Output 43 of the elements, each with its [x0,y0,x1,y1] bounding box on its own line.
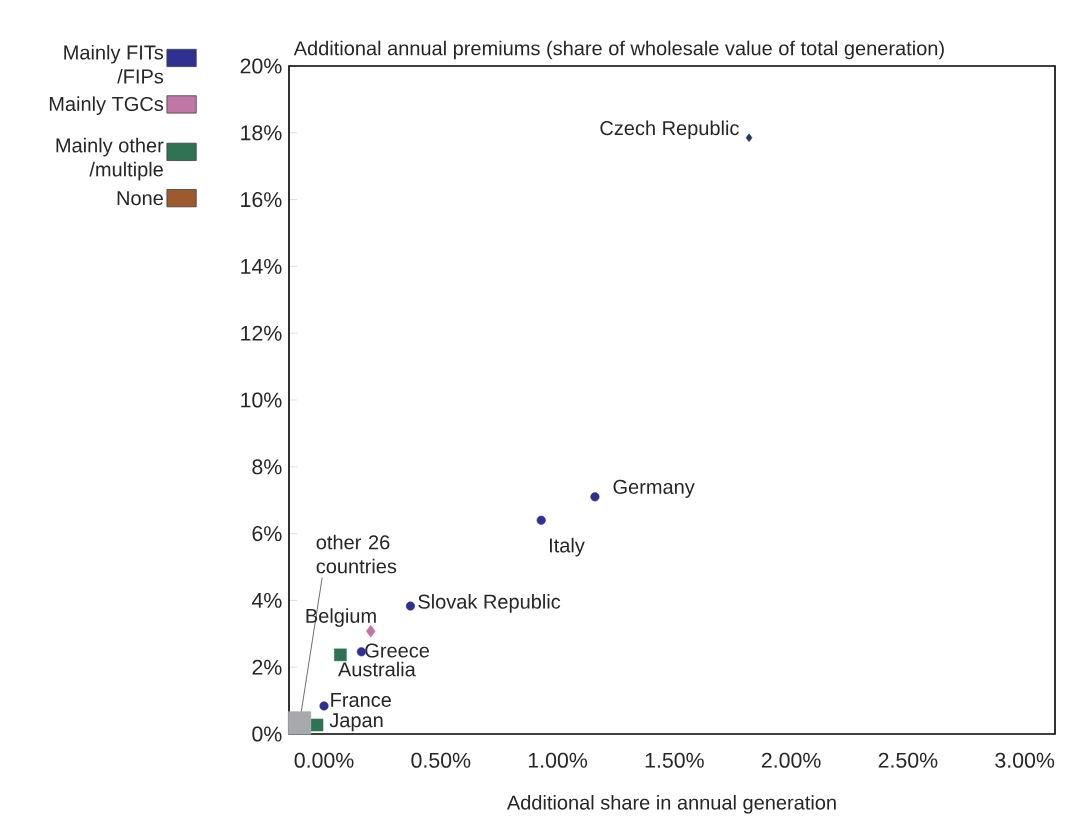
point [319,701,329,711]
point [405,601,415,611]
y-tick-label: 14% [241,258,282,274]
x-tick-label: 3.00% [995,752,1055,768]
annotation: Germany [613,479,695,498]
point [745,133,753,143]
x-tick-label: 2.50% [878,752,938,768]
point [536,515,546,525]
annotation: Belgium [306,608,376,627]
legend-label: None [117,191,163,206]
point [590,492,600,502]
annotation: other 26 countries [316,534,397,574]
y-tick-label: 6% [252,526,282,542]
annotation: Greece [365,643,430,658]
point [310,718,324,732]
legend-label: Mainly other /multiple [56,137,164,181]
annotation: Slovak Republic [418,594,561,613]
annotation: France [331,693,391,707]
x-axis-title: Additional share in annual generation [506,794,836,814]
y-tick-label: 18% [241,125,282,141]
y-tick-label: 2% [252,659,282,675]
y-tick-label: 10% [241,392,282,408]
x-tick-label: 2.00% [761,752,821,768]
x-tick-label: 1.00% [528,752,588,768]
point [287,711,312,735]
y-tick-label: 16% [241,192,282,208]
point [334,648,347,662]
y-tick-label: 0% [252,726,282,742]
legend-label: Mainly TGCs [49,96,164,115]
x-tick-label: 1.50% [645,752,704,768]
y-tick-label: 4% [251,592,282,608]
y-tick-label: 12% [241,325,282,341]
y-tick-label: 20% [240,58,282,74]
x-tick-label: 0.50% [411,752,471,768]
annotation: Czech Republic [600,120,739,140]
point [356,647,366,657]
x-tick-label: 0.00% [294,752,354,768]
annotation: Australia [338,661,416,677]
y-tick-label: 8% [252,459,282,475]
legend-label: Mainly FITs /FIPs [64,44,164,84]
y-axis-title: Additional annual premiums (share of wholesale value of total generation) [293,40,944,60]
annotation: Japan [329,713,383,732]
annotation: Italy [550,537,585,557]
